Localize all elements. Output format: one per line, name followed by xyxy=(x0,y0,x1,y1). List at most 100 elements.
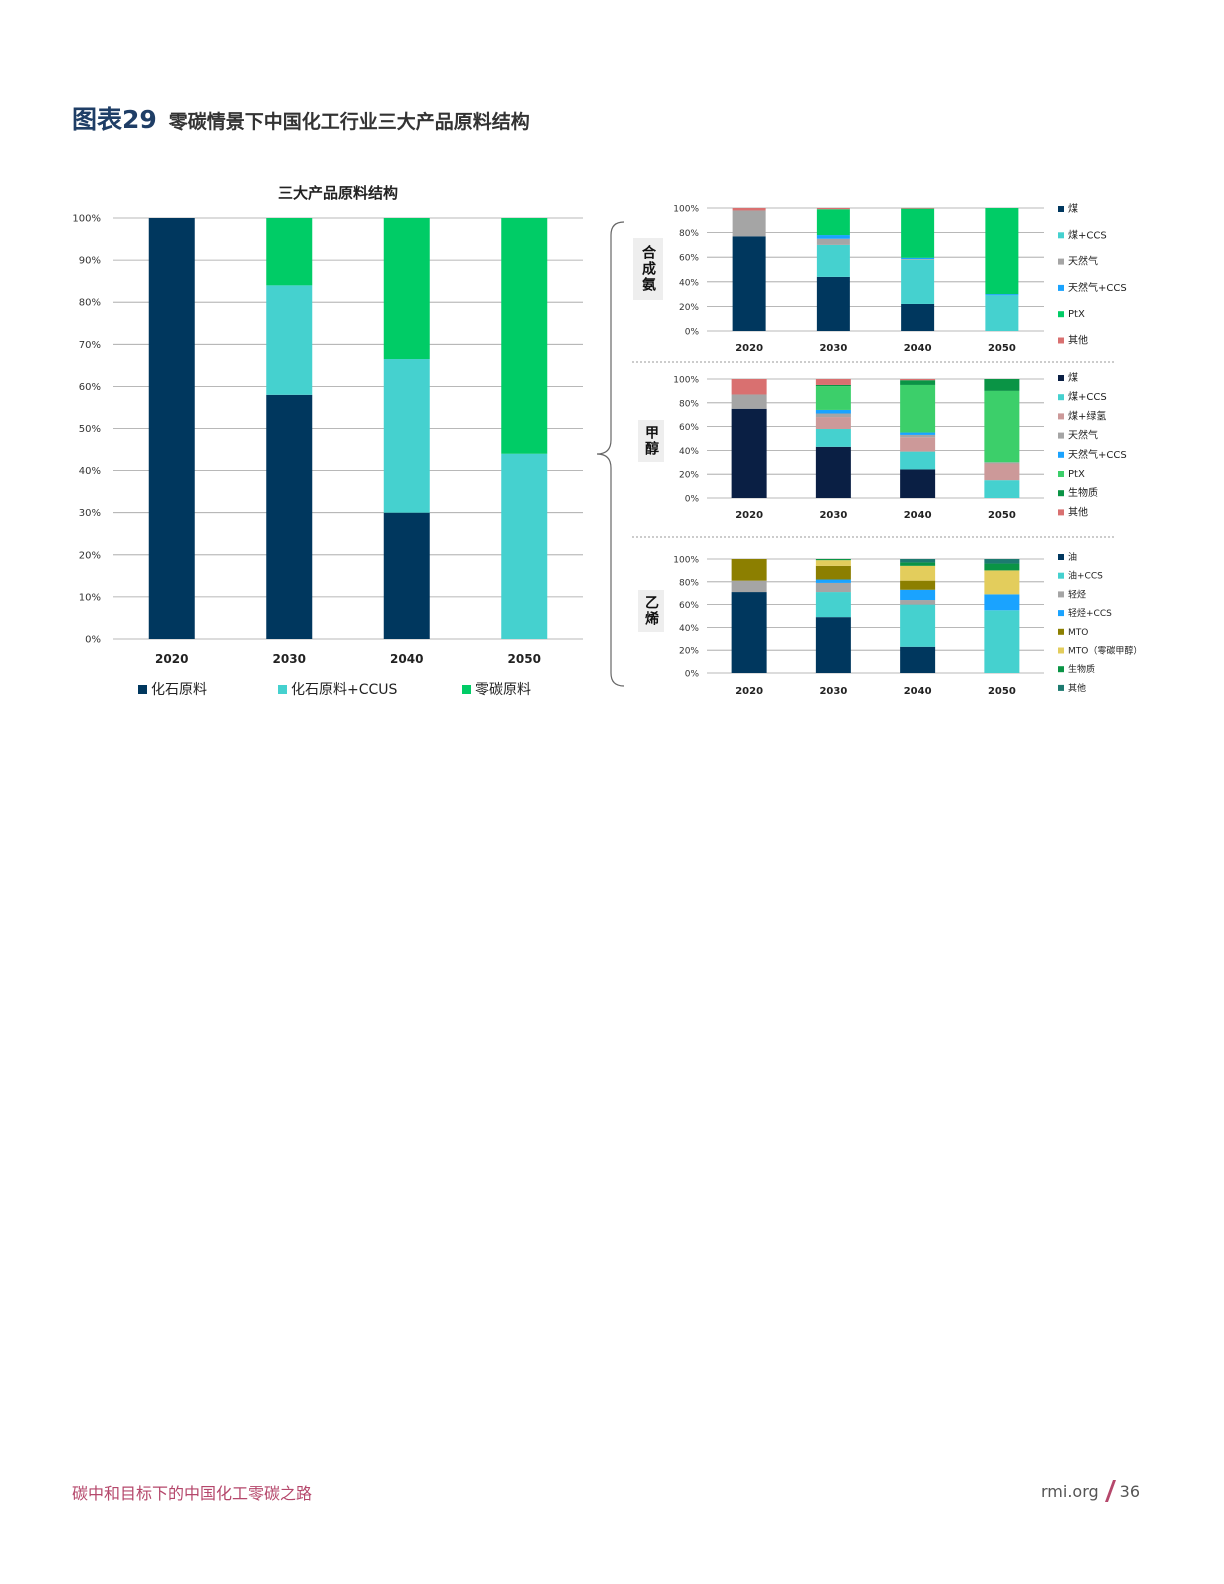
ammonia-bar-segment xyxy=(816,238,850,245)
ethylene-bar-segment xyxy=(815,579,851,583)
ethylene-bar-segment xyxy=(984,610,1020,673)
main-y-tick-label: 50% xyxy=(79,424,101,435)
charts-canvas: 0% 10% 20% 30% 40% 50% 60% 70% 80% 90% 100% 2020 203… xyxy=(72,184,1142,698)
methanol-legend-swatch xyxy=(1058,413,1064,420)
ammonia-bar-segment xyxy=(732,210,766,237)
ethylene-bar-segment xyxy=(815,565,851,580)
main-legend-label: 零碳原料 xyxy=(475,682,531,698)
ethylene-bar-segment xyxy=(731,580,767,593)
ethylene-bar-segment xyxy=(900,565,936,581)
ethylene-bar-segment xyxy=(900,604,936,647)
methanol-legend-swatch xyxy=(1058,394,1064,401)
methanol-legend-label: 煤 xyxy=(1068,371,1078,384)
methanol-legend-swatch xyxy=(1058,471,1064,477)
ethylene-legend-swatch xyxy=(1058,628,1064,635)
main-y-tick-label: 70% xyxy=(79,340,101,351)
methanol-bar-segment xyxy=(900,469,936,498)
ethylene-legend-label: 生物质 xyxy=(1068,663,1095,675)
ethylene-legend-label: MTO（零碳甲醇） xyxy=(1068,645,1142,657)
ethylene-bar-segment xyxy=(984,563,1020,571)
ethylene-legend-label: 其他 xyxy=(1068,682,1086,694)
ammonia-bar-segment xyxy=(901,257,935,260)
ammonia-label: 合成氨 xyxy=(633,238,663,300)
methanol-bar-segment xyxy=(900,379,936,381)
main-x-tick-label: 2030 xyxy=(273,652,306,666)
ethylene-bar-segment xyxy=(731,559,767,581)
page-number: 36 xyxy=(1119,1481,1140,1501)
ammonia-y-tick-label: 20% xyxy=(679,303,699,313)
ammonia-y-tick-label: 60% xyxy=(679,254,699,264)
ethylene-bar-segment xyxy=(900,562,936,566)
methanol-y-tick-label: 20% xyxy=(679,471,699,481)
methanol-bar-segment xyxy=(815,446,851,498)
ethylene-x-tick-label: 2040 xyxy=(904,686,932,697)
methanol-bar-segment xyxy=(984,379,1020,391)
main-legend-label: 化石原料 xyxy=(151,682,207,698)
ammonia-bar-segment xyxy=(901,303,935,331)
ammonia-legend-label: 天然气+CCS xyxy=(1068,281,1127,294)
ammonia-legend-label: 煤+CCS xyxy=(1068,228,1107,241)
methanol-bar-segment xyxy=(900,432,936,435)
ammonia-bar-segment xyxy=(732,236,766,331)
methanol-bar-segment xyxy=(815,386,851,410)
ethylene-x-tick-label: 2020 xyxy=(735,686,763,697)
main-y-tick-label: 20% xyxy=(79,550,101,561)
ammonia-bar-segment xyxy=(901,259,935,260)
ammonia-bar-segment xyxy=(732,208,766,211)
ethylene-bar-segment xyxy=(900,646,936,673)
ammonia-legend-label: PtX xyxy=(1068,309,1085,320)
footer-site-link[interactable]: rmi.org xyxy=(1040,1481,1099,1501)
ammonia-legend-swatch xyxy=(1058,311,1064,318)
ammonia-y-tick-label: 40% xyxy=(679,278,699,288)
ethylene-label: 乙烯 xyxy=(638,590,664,632)
ethylene-bar-segment xyxy=(815,559,851,561)
methanol-y-tick-label: 0% xyxy=(685,495,700,505)
main-bar-segment xyxy=(501,453,548,639)
ethylene-bar-segment xyxy=(731,592,767,673)
methanol-bar-segment xyxy=(731,394,767,409)
main-y-tick-label: 10% xyxy=(79,592,101,603)
ammonia-x-tick-label: 2050 xyxy=(988,343,1016,354)
ammonia-legend-label: 煤 xyxy=(1068,202,1078,215)
methanol-label: 甲醇 xyxy=(638,420,664,462)
figure-title: 图表29 零碳情景下中国化工行业三大产品原料结构 xyxy=(72,100,530,140)
ethylene-legend-label: 轻烃+CCS xyxy=(1068,607,1112,619)
ethylene-bar-segment xyxy=(984,559,1020,564)
methanol-bar-segment xyxy=(815,413,851,418)
main-bar-segment xyxy=(266,218,313,286)
methanol-legend-label: 其他 xyxy=(1068,505,1088,518)
methanol-bar-segment xyxy=(900,437,936,452)
main-bar-segment xyxy=(383,218,430,360)
methanol-x-tick-label: 2040 xyxy=(904,510,932,521)
footer-right: rmi.org 36 xyxy=(1041,1480,1140,1502)
ethylene-legend-swatch xyxy=(1058,591,1064,598)
main-bar-segment xyxy=(148,218,195,639)
methanol-x-tick-label: 2030 xyxy=(819,510,847,521)
main-x-tick-label: 2050 xyxy=(508,652,541,666)
footer-divider xyxy=(1104,1480,1116,1502)
methanol-legend-label: PtX xyxy=(1068,469,1085,480)
ethylene-bar-segment xyxy=(815,617,851,673)
methanol-bar-segment xyxy=(731,379,767,395)
ethylene-y-tick-label: 80% xyxy=(679,578,699,588)
main-y-tick-label: 100% xyxy=(72,214,101,225)
ethylene-legend-swatch xyxy=(1058,666,1064,673)
ammonia-bar-segment xyxy=(816,209,850,236)
ammonia-y-tick-label: 80% xyxy=(679,229,699,239)
ethylene-legend-label: 油+CCS xyxy=(1068,570,1103,582)
ammonia-legend-swatch xyxy=(1058,337,1064,344)
main-bar-segment xyxy=(383,359,430,513)
ammonia-legend-swatch xyxy=(1058,284,1064,291)
methanol-bar-segment xyxy=(815,384,851,387)
methanol-y-tick-label: 80% xyxy=(679,399,699,409)
ethylene-legend-label: 轻烃 xyxy=(1068,588,1086,600)
methanol-bar-segment xyxy=(900,434,936,438)
ethylene-bar-segment xyxy=(900,580,936,590)
ethylene-legend-swatch xyxy=(1058,610,1064,617)
methanol-legend-swatch xyxy=(1058,509,1064,516)
ethylene-bar-segment xyxy=(815,560,851,566)
methanol-bar-segment xyxy=(815,428,851,447)
ammonia-legend-swatch xyxy=(1058,206,1064,212)
methanol-bar-segment xyxy=(984,463,1020,481)
ammonia-bar-segment xyxy=(901,208,935,209)
